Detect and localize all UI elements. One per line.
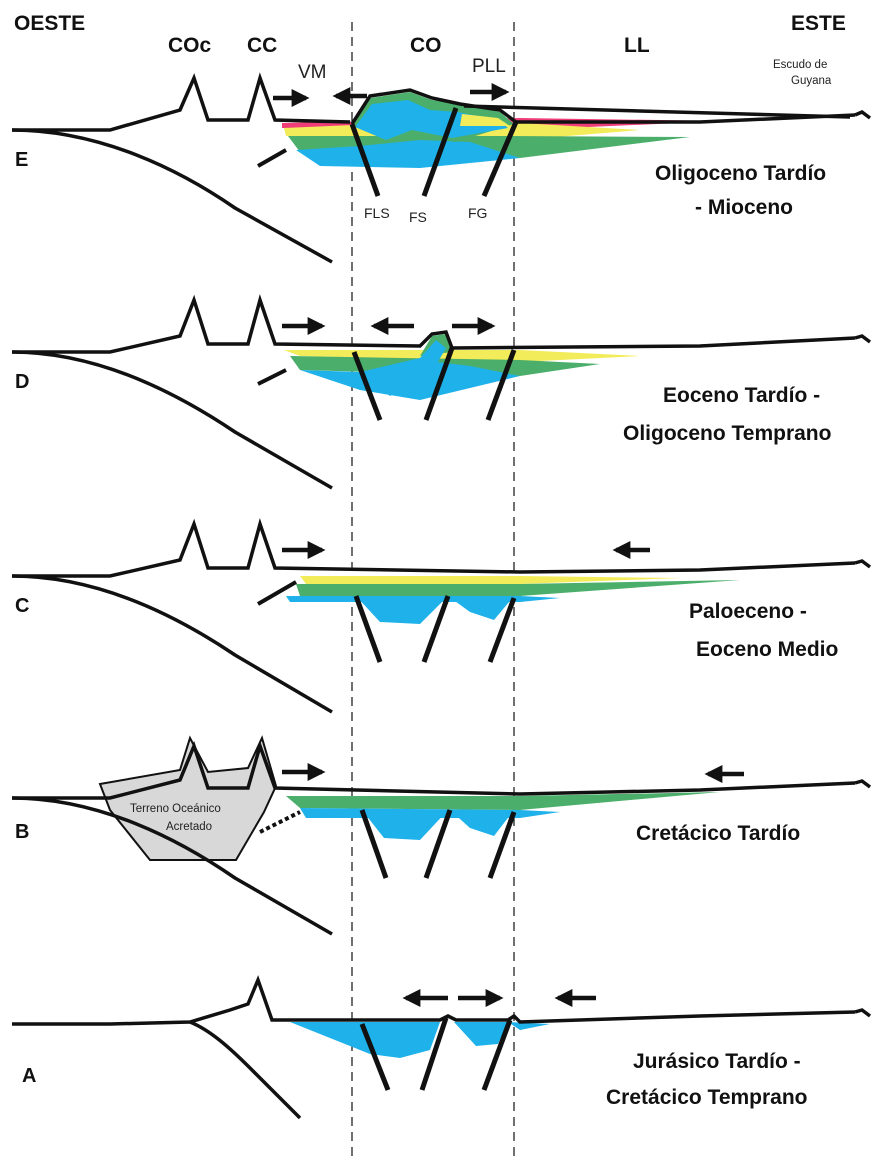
panel-d: D Eoceno Tardío - Oligoceno Temprano bbox=[11, 294, 872, 490]
terrain-label-line2: Acretado bbox=[166, 821, 212, 833]
pll-label: PLL bbox=[472, 56, 506, 77]
panel-d-letter: D bbox=[15, 371, 29, 393]
panel-b: Terreno Oceánico Acretado B Cretácico Ta… bbox=[11, 735, 872, 936]
panel-c-period-line2: Eoceno Medio bbox=[696, 638, 838, 661]
panel-c-letter: C bbox=[15, 595, 29, 617]
accreted-oceanic-terrain bbox=[98, 735, 278, 861]
panel-a-period-line2: Cretácico Temprano bbox=[606, 1086, 808, 1109]
panel-a-period-line1: Jurásico Tardío - bbox=[633, 1050, 801, 1073]
panel-d-period-line2: Oligoceno Temprano bbox=[623, 422, 831, 445]
shield-label-line2: Guyana bbox=[791, 75, 832, 87]
coc-label: COc bbox=[168, 34, 212, 57]
panel-e-period-line1: Oligoceno Tardío bbox=[655, 162, 826, 185]
vm-label: VM bbox=[298, 62, 327, 83]
shield-label-line1: Escudo de bbox=[773, 59, 827, 71]
fault-fg-label: FG bbox=[468, 205, 487, 221]
panel-d-period-line1: Eoceno Tardío - bbox=[663, 384, 820, 407]
panel-b-letter: B bbox=[15, 821, 29, 843]
panel-e-period-line2: - Mioceno bbox=[695, 196, 793, 219]
east-label: ESTE bbox=[791, 12, 846, 35]
terrain-label-line1: Terreno Oceánico bbox=[130, 803, 221, 815]
co-label: CO bbox=[410, 34, 442, 57]
fault-fls-label: FLS bbox=[364, 205, 390, 221]
fault-fs-label: FS bbox=[409, 209, 427, 225]
ll-label: LL bbox=[624, 34, 650, 57]
panel-c: C Paloeceno - Eoceno Medio bbox=[11, 518, 872, 714]
panel-c-period-line1: Paloeceno - bbox=[689, 600, 807, 623]
panel-a-letter: A bbox=[22, 1065, 36, 1087]
panel-a: A Jurásico Tardío - Cretácico Temprano bbox=[12, 975, 872, 1120]
panel-e-letter: E bbox=[15, 149, 28, 171]
west-label: OESTE bbox=[14, 12, 85, 35]
cc-label: CC bbox=[247, 34, 277, 57]
panel-e: FLS FS FG E Oligoceno Tardío - Mioceno bbox=[11, 72, 872, 264]
panel-b-period-line1: Cretácico Tardío bbox=[636, 822, 800, 845]
